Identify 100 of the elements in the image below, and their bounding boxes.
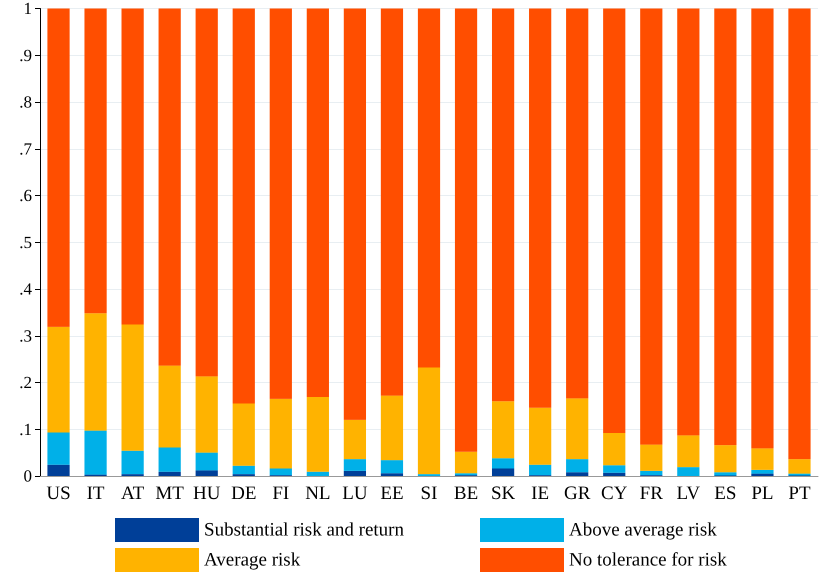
y-tick-label: .6 [19,186,32,205]
bar [492,8,514,402]
bar [344,420,366,460]
y-tick-label: 1 [24,0,32,18]
bar [270,8,292,399]
bar [158,8,181,366]
bar [306,396,329,472]
bar [454,8,478,452]
bar [677,467,700,476]
x-tick-label: IT [86,483,105,504]
y-tick-label: .5 [19,232,32,252]
y-tick-label: .1 [19,420,32,439]
bar [492,458,514,469]
x-tick-label: LV [676,483,700,504]
bar [603,432,626,466]
bar [380,473,404,476]
bar [603,465,626,473]
x-tick-label: HU [192,483,221,504]
bar [380,396,404,460]
legend-label: Above average risk [569,520,718,540]
bar [418,368,440,474]
bar [232,8,255,404]
y-tick-label: 0 [24,466,32,486]
bar [454,452,478,474]
bar [270,468,292,476]
bar [306,8,329,397]
bar [788,8,811,460]
x-tick-label: SK [490,483,516,504]
x-tick-label: GR [564,483,591,504]
bar [344,470,366,476]
x-tick-label: ES [714,483,736,504]
bar [566,8,588,398]
bar [84,430,107,475]
bar [529,464,552,476]
bar [566,459,588,472]
bar [714,445,736,472]
bar [158,472,181,476]
x-tick-label: SI [420,483,438,504]
x-tick-label: FR [640,483,664,504]
bar [122,8,144,325]
bar [270,398,292,469]
bar [380,460,404,474]
bar [529,408,552,465]
bar [714,472,736,476]
bar [751,448,774,470]
bar [640,8,662,445]
x-tick-label: DE [231,483,256,504]
bar [84,313,107,431]
x-tick-label: NL [305,483,331,504]
y-tick-label: .2 [19,373,32,392]
bar [84,8,107,314]
bar [640,470,662,476]
bar [492,401,514,458]
bar [566,398,588,460]
bar [196,8,218,376]
legend-label: Substantial risk and return [204,520,404,540]
bar [603,472,626,476]
bar [418,8,440,368]
bar [640,444,662,471]
x-tick-label: AT [121,483,145,504]
bar [47,326,70,433]
x-tick-label: PT [788,483,811,504]
legend-label: Average risk [204,550,301,570]
x-tick-label: BE [454,483,478,504]
y-tick-label: .7 [19,139,32,158]
y-tick-label: .4 [19,280,32,298]
bar [47,8,70,327]
bar [751,8,774,448]
x-tick-label: MT [155,483,184,504]
bar [232,404,255,466]
x-tick-label: EE [380,483,404,504]
x-tick-label: IE [531,483,550,504]
y-tick-label: .3 [19,326,32,346]
x-tick-label: LU [342,483,368,504]
bar [380,8,404,396]
x-tick-label: PL [751,483,774,504]
bar [603,8,626,433]
bar [47,464,70,476]
bar [751,470,774,474]
bar [158,366,181,448]
bar [529,8,552,408]
bar [344,8,366,420]
x-tick-label: FI [272,483,290,504]
bar [566,472,588,476]
bar [196,376,218,453]
legend-label: No tolerance for risk [569,550,728,570]
x-tick-label: US [46,483,71,504]
y-tick-label: .9 [19,46,32,65]
bar [122,324,144,451]
bar [158,447,181,472]
bar [714,8,736,446]
x-tick-label: CY [601,483,628,504]
bar [677,435,700,468]
bar [122,450,144,474]
bar [492,468,514,476]
bar [788,459,811,474]
bar [344,459,366,471]
bar [677,8,700,436]
bar [232,466,255,474]
bar [196,452,218,470]
